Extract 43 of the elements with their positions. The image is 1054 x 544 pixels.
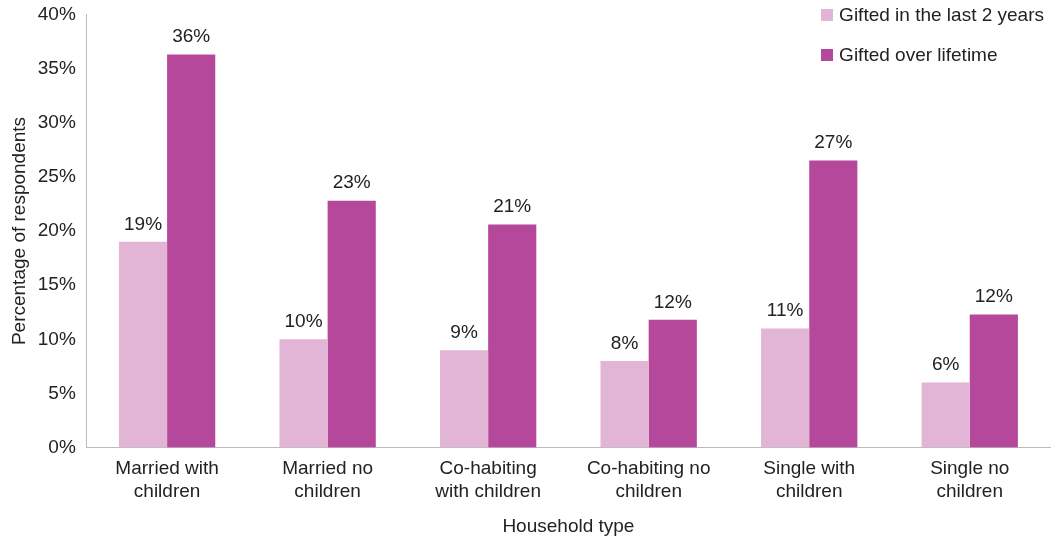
data-label: 23% xyxy=(332,171,371,193)
y-tick-label: 40% xyxy=(37,2,76,24)
legend-label: Gifted in the last 2 years xyxy=(839,4,1044,27)
data-label: 6% xyxy=(931,353,960,375)
y-tick-label: 15% xyxy=(37,273,76,295)
bar xyxy=(118,241,168,448)
data-label: 19% xyxy=(124,212,163,234)
legend-label: Gifted over lifetime xyxy=(839,44,998,67)
bar xyxy=(969,314,1018,448)
y-tick-label: 10% xyxy=(37,327,76,349)
data-label: 9% xyxy=(450,320,478,342)
bar xyxy=(648,319,697,448)
y-tick-label: 30% xyxy=(37,110,76,132)
bar xyxy=(488,224,537,448)
data-label: 21% xyxy=(493,195,532,217)
x-tick-label: Co-habiting with children xyxy=(434,457,541,502)
bar xyxy=(439,350,489,448)
bar xyxy=(167,54,216,448)
bar xyxy=(921,382,970,448)
data-label: 8% xyxy=(610,331,639,353)
y-tick-label: 0% xyxy=(48,435,76,457)
bar xyxy=(761,328,810,448)
data-label: 27% xyxy=(814,131,853,153)
x-tick-label: Co-habiting no children xyxy=(586,457,711,502)
y-tick-label: 5% xyxy=(48,381,76,403)
x-axis-title: Household type xyxy=(502,514,635,536)
x-tick-label: Married no children xyxy=(282,457,374,502)
data-label: 36% xyxy=(172,25,211,47)
data-label: 10% xyxy=(284,310,323,332)
bar xyxy=(327,200,376,448)
data-label: 11% xyxy=(766,299,804,321)
data-label: 12% xyxy=(974,285,1013,307)
x-tick-label: Married with children xyxy=(115,457,219,502)
y-axis-title: Percentage of respondents xyxy=(7,116,29,346)
y-tick-label: 20% xyxy=(37,219,76,241)
y-tick-label: 35% xyxy=(37,56,76,78)
x-tick-label: Single no children xyxy=(930,457,1010,502)
bar xyxy=(600,360,649,448)
bar xyxy=(809,160,858,448)
y-tick-label: 25% xyxy=(37,165,76,187)
data-label: 12% xyxy=(653,290,692,312)
x-tick-label: Single with children xyxy=(763,457,856,502)
bar xyxy=(279,339,328,448)
